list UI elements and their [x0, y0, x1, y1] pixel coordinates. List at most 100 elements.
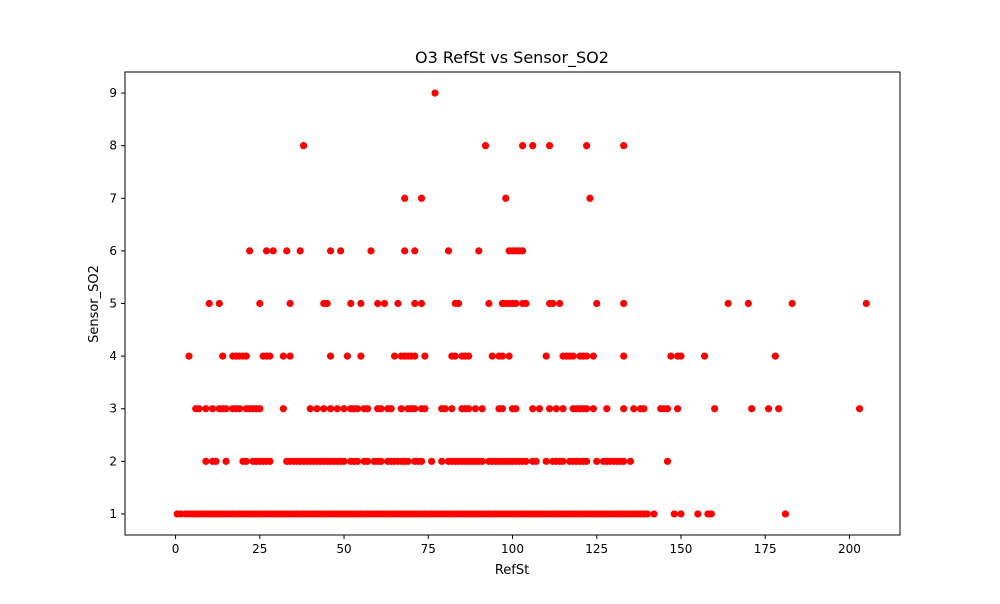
data-point: [326, 352, 335, 360]
data-point: [299, 142, 308, 150]
data-point: [411, 247, 419, 255]
data-point: [340, 457, 348, 465]
y-tick-label: 6: [109, 244, 117, 258]
data-point: [788, 299, 796, 308]
data-point: [589, 352, 597, 360]
data-point: [549, 299, 557, 308]
data-point: [323, 299, 331, 308]
data-point: [387, 405, 395, 413]
data-point: [306, 405, 314, 413]
data-point: [283, 247, 291, 255]
data-point: [532, 457, 540, 465]
y-tick-label: 4: [109, 349, 117, 363]
data-point: [583, 405, 591, 413]
x-tick-label: 50: [336, 542, 351, 556]
data-point: [663, 405, 672, 413]
data-point: [364, 405, 372, 413]
data-point: [643, 510, 651, 518]
x-tick-label: 150: [670, 542, 693, 556]
data-point: [451, 352, 459, 360]
data-point: [529, 405, 537, 413]
data-point: [235, 405, 244, 413]
data-point: [431, 89, 439, 97]
data-point: [519, 142, 527, 150]
data-point: [340, 405, 348, 413]
data-point: [353, 457, 362, 465]
data-point: [522, 457, 530, 465]
data-point: [364, 457, 372, 465]
data-point: [620, 405, 628, 413]
data-point: [471, 405, 480, 413]
data-point: [512, 299, 520, 308]
x-tick-label: 175: [754, 542, 777, 556]
x-tick-label: 25: [252, 542, 267, 556]
data-point: [481, 142, 490, 150]
data-point: [296, 247, 304, 255]
data-point: [444, 247, 453, 255]
data-point: [603, 405, 611, 413]
data-point: [209, 405, 217, 413]
data-point: [417, 457, 426, 465]
data-point: [626, 457, 635, 465]
data-point: [552, 405, 560, 413]
data-point: [185, 352, 193, 360]
data-point: [438, 457, 446, 465]
data-point: [535, 405, 544, 413]
data-point: [488, 352, 496, 360]
data-point: [640, 405, 648, 413]
data-point: [465, 352, 473, 360]
data-point: [269, 247, 277, 255]
data-point: [650, 510, 658, 518]
data-point: [417, 194, 426, 202]
data-point: [357, 299, 365, 308]
data-point: [545, 142, 554, 150]
data-point: [711, 405, 719, 413]
data-point: [177, 510, 185, 518]
data-point: [347, 299, 355, 308]
data-point: [195, 405, 203, 413]
data-point: [390, 352, 399, 360]
data-point: [286, 299, 294, 308]
data-point: [775, 405, 783, 413]
data-point: [266, 457, 274, 465]
y-tick-label: 8: [109, 139, 117, 153]
data-point: [475, 247, 483, 255]
data-point: [353, 405, 362, 413]
x-tick-label: 125: [585, 542, 608, 556]
data-point: [397, 405, 405, 413]
data-point: [764, 405, 773, 413]
data-point: [593, 299, 601, 308]
data-point: [677, 510, 685, 518]
data-point: [401, 194, 409, 202]
x-tick-label: 0: [172, 542, 180, 556]
y-axis-ticks: 1 2 3 4 5 6 7 8 9: [109, 86, 125, 521]
data-point: [545, 405, 554, 413]
data-point: [242, 352, 250, 360]
data-point: [202, 405, 210, 413]
data-point: [215, 299, 223, 308]
data-point: [256, 405, 264, 413]
data-point: [663, 457, 672, 465]
data-point: [337, 247, 345, 255]
x-axis-ticks: 0 25 50 75 100 125 150 175 200: [172, 535, 861, 556]
data-point: [279, 405, 287, 413]
data-point: [593, 457, 601, 465]
data-point: [394, 299, 402, 308]
data-point: [771, 352, 779, 360]
data-point: [279, 352, 287, 360]
data-point: [357, 352, 365, 360]
data-point: [219, 352, 227, 360]
data-point: [441, 405, 449, 413]
data-point: [748, 405, 756, 413]
data-point: [556, 299, 564, 308]
data-point: [242, 457, 250, 465]
data-point: [620, 142, 628, 150]
data-point: [377, 457, 385, 465]
data-point: [569, 352, 577, 360]
data-point: [620, 352, 628, 360]
data-point: [343, 352, 351, 360]
data-point: [266, 352, 274, 360]
data-point: [401, 247, 409, 255]
data-point: [374, 299, 382, 308]
